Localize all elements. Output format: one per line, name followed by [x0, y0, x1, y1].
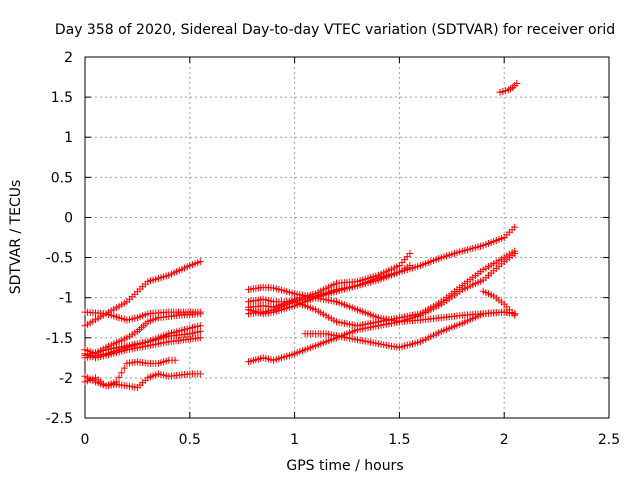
plot-frame [84, 56, 610, 419]
x-tick-label: 1 [290, 432, 299, 448]
y-tick-label: 0 [64, 210, 73, 226]
x-tick-label: 0.5 [179, 432, 201, 448]
x-tick-label: 1.5 [388, 432, 410, 448]
data-series-8 [81, 370, 204, 391]
data-series-15 [301, 308, 519, 351]
y-tick-label: 2 [64, 50, 73, 66]
series-markers [496, 80, 521, 96]
y-axis-title: SDTVAR / TECUs [8, 180, 24, 295]
data-series-10 [245, 247, 519, 330]
data-series [81, 80, 521, 391]
y-tick-label: 1.5 [51, 90, 73, 106]
series-markers [81, 258, 204, 330]
axis-ticks: 0 0.5 1 1.5 2 2.5 -2.5 -2 -1.5 -1 -0.5 0 0.5 1 1.5 2 [46, 50, 620, 448]
series-markers [301, 308, 519, 351]
data-series-2 [81, 308, 204, 324]
y-tick-label: -1 [59, 291, 73, 307]
series-markers [81, 334, 204, 362]
x-tick-label: 0 [81, 432, 90, 448]
x-tick-label: 2 [500, 432, 509, 448]
x-tick-label: 2.5 [598, 432, 620, 448]
data-series-6 [81, 334, 204, 362]
series-markers [245, 223, 519, 318]
y-tick-label: -0.5 [46, 251, 73, 267]
series-markers [245, 247, 519, 330]
y-tick-label: -1.5 [46, 331, 73, 347]
y-tick-label: 1 [64, 130, 73, 146]
data-series-17 [496, 80, 521, 96]
x-axis-title: GPS time / hours [286, 458, 403, 474]
data-series-16 [479, 287, 519, 319]
y-tick-label: -2 [59, 371, 73, 387]
y-tick-label: 0.5 [51, 170, 73, 186]
data-series-1 [81, 258, 204, 330]
series-markers [81, 308, 204, 324]
series-markers [81, 370, 204, 391]
series-markers [479, 287, 519, 319]
data-series-13 [245, 223, 519, 318]
grid [85, 57, 609, 418]
chart-title: Day 358 of 2020, Sidereal Day-to-day VTE… [55, 22, 615, 38]
y-tick-label: -2.5 [46, 411, 73, 427]
